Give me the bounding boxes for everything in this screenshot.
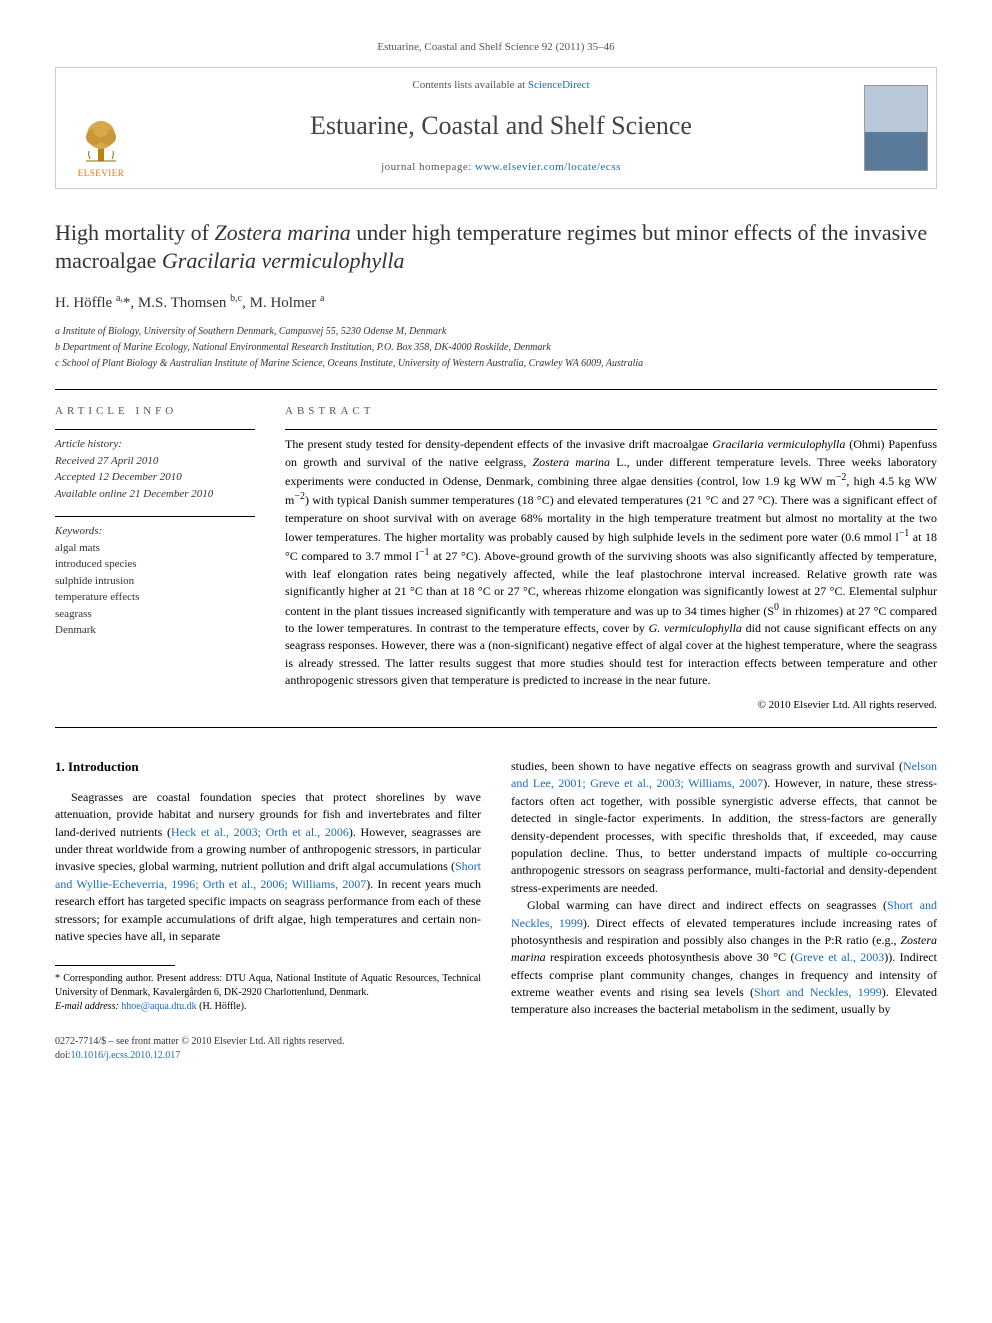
body-column-right: studies, been shown to have negative eff… — [511, 758, 937, 1019]
keyword: sulphide intrusion — [55, 573, 255, 590]
corresponding-author-note: * Corresponding author. Present address:… — [55, 972, 481, 1000]
journal-cover-thumbnail — [864, 85, 928, 171]
footnote-separator — [55, 965, 175, 966]
contents-prefix: Contents lists available at — [412, 79, 527, 91]
abstract-label: ABSTRACT — [285, 404, 937, 419]
body-columns: 1. Introduction Seagrasses are coastal f… — [55, 758, 937, 1019]
issn-line: 0272-7714/$ – see front matter © 2010 El… — [55, 1035, 937, 1049]
authors-line: H. Höffle a,*, M.S. Thomsen b,c, M. Holm… — [55, 292, 937, 314]
sciencedirect-link[interactable]: ScienceDirect — [528, 79, 590, 91]
affiliation-b: b Department of Marine Ecology, National… — [55, 340, 937, 355]
history-received: Received 27 April 2010 — [55, 453, 255, 470]
footnotes: * Corresponding author. Present address:… — [55, 972, 481, 1014]
article-info-label: ARTICLE INFO — [55, 404, 255, 419]
doi-label: doi: — [55, 1050, 71, 1061]
keyword: introduced species — [55, 556, 255, 573]
affiliation-c: c School of Plant Biology & Australian I… — [55, 356, 937, 371]
footer-left: 0272-7714/$ – see front matter © 2010 El… — [55, 1035, 937, 1063]
history-online: Available online 21 December 2010 — [55, 486, 255, 503]
divider-mid — [55, 727, 937, 728]
cover-thumbnail-cell — [856, 68, 936, 187]
intro-paragraph-3: Global warming can have direct and indir… — [511, 897, 937, 1019]
publisher-logo-text: ELSEVIER — [78, 167, 125, 180]
intro-paragraph-2: studies, been shown to have negative eff… — [511, 758, 937, 897]
publisher-logo-cell: ELSEVIER — [56, 68, 146, 187]
keywords-head: Keywords: — [55, 523, 255, 540]
doi-link[interactable]: 10.1016/j.ecss.2010.12.017 — [71, 1050, 181, 1061]
history-head: Article history: — [55, 436, 255, 453]
affiliation-a: a Institute of Biology, University of So… — [55, 324, 937, 339]
article-info-column: ARTICLE INFO Article history: Received 2… — [55, 390, 255, 713]
contents-available-line: Contents lists available at ScienceDirec… — [146, 78, 856, 93]
page-footer: 0272-7714/$ – see front matter © 2010 El… — [55, 1035, 937, 1063]
journal-header-box: ELSEVIER Contents lists available at Sci… — [55, 67, 937, 188]
keyword: seagrass — [55, 606, 255, 623]
elsevier-tree-icon — [76, 115, 126, 165]
email-line: E-mail address: hhoe@aqua.dtu.dk (H. Höf… — [55, 1000, 481, 1014]
abstract-copyright: © 2010 Elsevier Ltd. All rights reserved… — [285, 698, 937, 713]
keywords-block: Keywords: algal mats introduced species … — [55, 516, 255, 639]
article-history-block: Article history: Received 27 April 2010 … — [55, 429, 255, 502]
history-accepted: Accepted 12 December 2010 — [55, 469, 255, 486]
email-label: E-mail address: — [55, 1001, 119, 1012]
section-heading-introduction: 1. Introduction — [55, 758, 481, 777]
homepage-link[interactable]: www.elsevier.com/locate/ecss — [475, 161, 621, 173]
email-person: (H. Höffle). — [199, 1001, 246, 1012]
article-title: High mortality of Zostera marina under h… — [55, 219, 937, 276]
body-column-left: 1. Introduction Seagrasses are coastal f… — [55, 758, 481, 1019]
abstract-column: ABSTRACT The present study tested for de… — [285, 390, 937, 713]
keyword: algal mats — [55, 540, 255, 557]
affiliations: a Institute of Biology, University of So… — [55, 324, 937, 371]
keyword: Denmark — [55, 622, 255, 639]
header-center: Contents lists available at ScienceDirec… — [146, 68, 856, 187]
abstract-text: The present study tested for density-dep… — [285, 429, 937, 689]
keyword: temperature effects — [55, 589, 255, 606]
homepage-line: journal homepage: www.elsevier.com/locat… — [146, 160, 856, 175]
journal-name: Estuarine, Coastal and Shelf Science — [146, 108, 856, 144]
doi-line: doi:10.1016/j.ecss.2010.12.017 — [55, 1049, 937, 1063]
corresponding-email-link[interactable]: hhoe@aqua.dtu.dk — [121, 1001, 196, 1012]
citation-line: Estuarine, Coastal and Shelf Science 92 … — [55, 40, 937, 55]
homepage-prefix: journal homepage: — [381, 161, 475, 173]
intro-paragraph-1: Seagrasses are coastal foundation specie… — [55, 789, 481, 946]
